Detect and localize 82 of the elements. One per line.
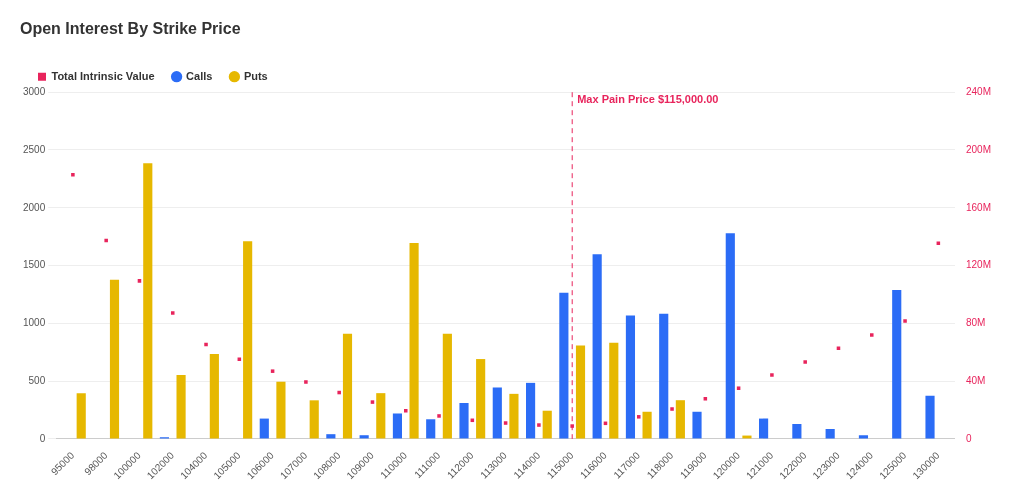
bar	[359, 435, 369, 439]
point	[670, 407, 674, 411]
bar	[209, 353, 219, 439]
legend-label: Calls	[186, 69, 213, 82]
y2-tick-label: 240M	[965, 85, 991, 97]
bar	[675, 400, 685, 439]
bar	[825, 429, 835, 439]
bar	[276, 381, 286, 439]
point	[736, 386, 741, 390]
bar	[76, 393, 86, 439]
point	[71, 173, 75, 177]
y2-tick-label: 80M	[965, 317, 986, 329]
point	[137, 279, 142, 283]
point	[337, 390, 341, 395]
bar	[459, 402, 469, 439]
point	[503, 421, 508, 425]
bar	[143, 163, 153, 439]
bar	[342, 333, 353, 439]
legend-label: Total Intrinsic Value	[51, 69, 155, 82]
point	[270, 369, 275, 373]
y2-tick-label: 40M	[965, 374, 986, 386]
point	[170, 311, 175, 315]
point	[437, 414, 441, 418]
bar	[559, 292, 569, 439]
point	[570, 424, 574, 428]
bar	[792, 424, 802, 439]
y2-tick-label: 0	[965, 432, 972, 444]
bar	[542, 410, 552, 439]
y-tick-label: 1500	[23, 259, 46, 271]
chart-title: Open Interest By Strike Price	[20, 20, 241, 38]
bar	[243, 241, 253, 439]
point	[870, 333, 874, 337]
y-tick-label: 500	[28, 374, 46, 386]
bar	[858, 435, 869, 439]
point	[304, 380, 308, 384]
y-tick-label: 0	[39, 432, 46, 444]
y-tick-label: 2000	[23, 201, 46, 213]
y-tick-label: 2500	[23, 143, 46, 155]
bar	[176, 374, 186, 439]
y2-tick-label: 160M	[965, 201, 991, 213]
point	[537, 423, 541, 427]
point	[104, 238, 108, 243]
point	[903, 319, 907, 323]
bar	[376, 393, 386, 439]
bar	[259, 418, 269, 439]
bar	[492, 387, 502, 439]
bar	[409, 242, 419, 439]
legend-label: Puts	[243, 69, 268, 82]
bar	[609, 342, 619, 439]
bar	[725, 233, 735, 439]
ref-line-label: Max Pain Price $115,000.00	[577, 92, 719, 105]
bar	[692, 411, 702, 439]
point	[803, 360, 807, 364]
point	[637, 415, 641, 419]
bar	[659, 313, 669, 439]
bar	[109, 279, 120, 439]
y-tick-label: 1000	[23, 317, 46, 329]
point	[370, 400, 375, 404]
bar	[592, 254, 602, 439]
point	[703, 396, 708, 401]
point	[770, 373, 774, 377]
y-tick-label: 3000	[23, 85, 46, 97]
bar	[476, 359, 486, 439]
point	[936, 241, 941, 245]
bar	[526, 382, 536, 439]
bar	[625, 315, 636, 439]
bar	[892, 290, 902, 439]
bar	[759, 418, 769, 439]
y2-tick-label: 120M	[965, 259, 991, 271]
bar	[392, 413, 403, 439]
bar	[326, 434, 336, 439]
point	[204, 342, 208, 347]
bar	[309, 400, 319, 439]
bar	[925, 395, 935, 439]
bar	[575, 345, 586, 439]
bar	[442, 333, 452, 439]
point	[403, 408, 408, 413]
y2-tick-label: 200M	[965, 143, 991, 155]
point	[836, 346, 841, 350]
bar	[509, 393, 519, 439]
bar	[642, 411, 652, 439]
bar	[426, 419, 436, 439]
